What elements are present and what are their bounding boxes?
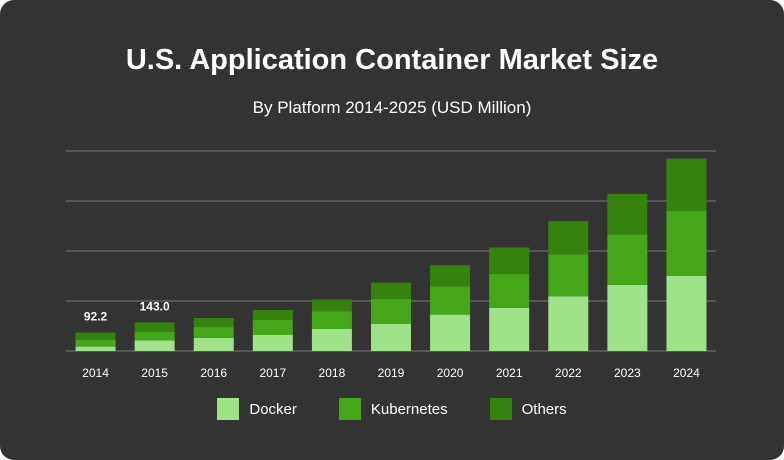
legend-item-kubernetes[interactable]: Kubernetes — [338, 398, 448, 420]
legend-label-others: Others — [521, 400, 567, 418]
bar-kubernetes-2016[interactable] — [193, 327, 234, 338]
bar-kubernetes-2014[interactable] — [75, 340, 116, 347]
bar-kubernetes-2024[interactable] — [666, 211, 707, 276]
bar-docker-2021[interactable] — [489, 307, 530, 351]
bar-others-2016[interactable] — [193, 318, 234, 327]
legend-swatch-docker — [217, 398, 240, 420]
chart-title: U.S. Application Container Market Size — [125, 44, 659, 76]
bar-kubernetes-2015[interactable] — [134, 331, 175, 341]
data-label-2015: 143.0 — [140, 299, 170, 313]
bar-others-2014[interactable] — [75, 332, 116, 340]
x-tick-label-2020: 2020 — [437, 366, 464, 380]
bar-docker-2018[interactable] — [311, 329, 352, 351]
bar-docker-2017[interactable] — [252, 335, 293, 351]
legend-label-docker: Docker — [249, 400, 297, 418]
x-tick-label-2017: 2017 — [259, 366, 286, 380]
x-axis-ticks: 2014 2015 2016 2017 2018 2019 2020 2021 2022 2023… — [82, 366, 700, 380]
bar-docker-2023[interactable] — [607, 285, 648, 351]
x-tick-label-2015: 2015 — [141, 366, 168, 380]
bar-kubernetes-2021[interactable] — [489, 273, 530, 308]
legend-item-others[interactable]: Others — [489, 398, 567, 420]
legend: Docker Kubernetes Others — [0, 398, 784, 420]
bar-others-2017[interactable] — [252, 310, 293, 320]
data-labels: 92.2 143.0 — [84, 299, 170, 323]
x-tick-label-2022: 2022 — [555, 366, 582, 380]
bar-others-2019[interactable] — [371, 282, 411, 299]
bar-docker-2022[interactable] — [548, 296, 589, 351]
legend-label-kubernetes: Kubernetes — [370, 400, 448, 418]
bar-kubernetes-2023[interactable] — [607, 234, 648, 285]
bar-others-2020[interactable] — [430, 265, 471, 287]
bar-kubernetes-2017[interactable] — [252, 320, 293, 335]
legend-item-docker[interactable]: Docker — [217, 398, 297, 420]
x-tick-label-2024: 2024 — [673, 366, 700, 380]
bar-docker-2016[interactable] — [193, 338, 234, 351]
bar-docker-2019[interactable] — [371, 324, 411, 351]
x-tick-label-2023: 2023 — [614, 366, 641, 380]
bar-docker-2024[interactable] — [666, 276, 707, 351]
bar-others-2021[interactable] — [489, 247, 530, 274]
chart-subtitle: By Platform 2014-2025 (USD Million) — [252, 98, 532, 117]
legend-swatch-others — [489, 398, 512, 420]
x-tick-label-2014: 2014 — [82, 366, 109, 380]
data-label-2014: 92.2 — [84, 310, 108, 324]
legend-swatch-kubernetes — [338, 398, 361, 420]
bar-docker-2020[interactable] — [430, 314, 471, 351]
bar-others-2023[interactable] — [607, 193, 648, 235]
bar-others-2018[interactable] — [311, 299, 352, 312]
x-tick-label-2016: 2016 — [200, 366, 227, 380]
bars — [75, 158, 707, 351]
bar-kubernetes-2022[interactable] — [548, 254, 589, 297]
x-tick-label-2018: 2018 — [319, 366, 346, 380]
x-tick-label-2021: 2021 — [496, 366, 523, 380]
bar-kubernetes-2020[interactable] — [430, 286, 471, 315]
bar-others-2024[interactable] — [666, 158, 707, 211]
bar-docker-2015[interactable] — [134, 340, 175, 351]
x-tick-label-2019: 2019 — [378, 366, 405, 380]
bar-kubernetes-2018[interactable] — [311, 311, 352, 329]
bar-others-2015[interactable] — [134, 322, 175, 332]
bar-kubernetes-2019[interactable] — [371, 298, 411, 324]
bar-others-2022[interactable] — [548, 221, 589, 255]
bar-docker-2014[interactable] — [75, 346, 116, 351]
